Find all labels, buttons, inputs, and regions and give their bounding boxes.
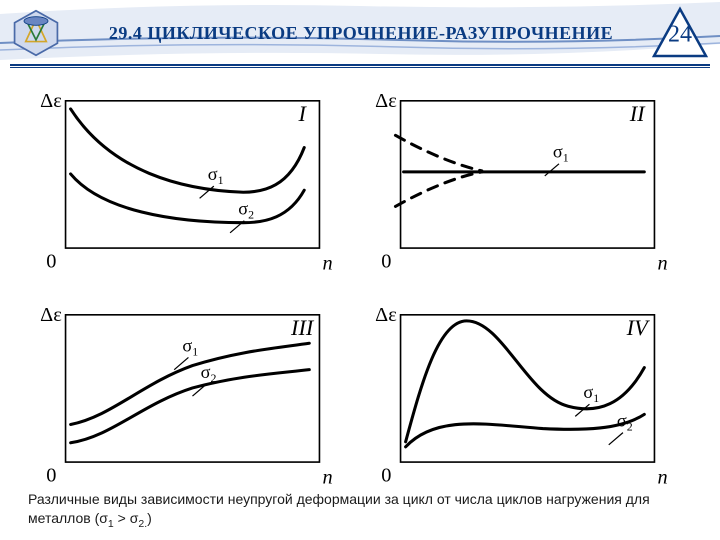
plot-panel-4: Δε 0 n IV σ1 σ2 <box>365 292 690 500</box>
plot-grid: Δε0nIσ1σ2 Δε0nIIσ1 Δε0nIIIσ1σ2 Δε0nIVσ1σ… <box>0 68 720 486</box>
svg-text:n: n <box>323 467 333 489</box>
page-number: 24 <box>668 22 692 49</box>
svg-text:n: n <box>658 467 668 489</box>
svg-text:Δε: Δε <box>375 304 397 326</box>
slide-header: 29.4 ЦИКЛИЧЕСКОЕ УПРОЧНЕНИЕ-РАЗУПРОЧНЕНИ… <box>0 0 720 62</box>
svg-text:σ1: σ1 <box>553 142 569 165</box>
caption-mid: > σ <box>114 510 139 526</box>
svg-text:n: n <box>323 252 333 274</box>
caption-sub2: 2. <box>138 518 147 530</box>
svg-text:σ2: σ2 <box>617 411 633 434</box>
svg-text:0: 0 <box>46 465 56 487</box>
svg-text:0: 0 <box>46 250 56 272</box>
svg-text:IV: IV <box>626 315 650 340</box>
svg-text:σ1: σ1 <box>182 336 198 359</box>
svg-text:I: I <box>297 101 307 126</box>
svg-text:Δε: Δε <box>40 304 62 326</box>
svg-text:0: 0 <box>381 465 391 487</box>
svg-text:σ2: σ2 <box>201 362 217 385</box>
svg-text:σ1: σ1 <box>208 164 224 187</box>
svg-text:σ2: σ2 <box>238 199 254 222</box>
page-number-badge: 24 <box>650 6 710 60</box>
slide-title: 29.4 ЦИКЛИЧЕСКОЕ УПРОЧНЕНИЕ-РАЗУПРОЧНЕНИ… <box>72 22 650 45</box>
svg-text:II: II <box>629 101 646 126</box>
svg-text:σ1: σ1 <box>583 382 599 405</box>
svg-text:n: n <box>658 252 668 274</box>
svg-text:III: III <box>290 315 315 340</box>
svg-text:Δε: Δε <box>40 90 62 112</box>
caption-end: ) <box>147 510 152 526</box>
svg-text:Δε: Δε <box>375 90 397 112</box>
svg-text:0: 0 <box>381 250 391 272</box>
hexagon-logo-icon <box>10 9 62 57</box>
plot-panel-1: Δε 0 n Iσ1 σ2 <box>30 78 355 286</box>
plot-panel-2: Δε 0 n II σ1 <box>365 78 690 286</box>
plot-panel-3: Δε 0 n III σ1σ2 <box>30 292 355 500</box>
